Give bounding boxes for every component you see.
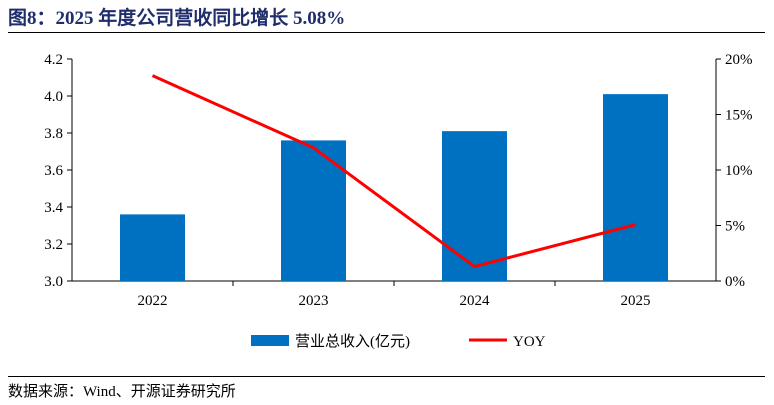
bar-2025 <box>603 94 668 282</box>
x-tick-label: 2023 <box>299 293 329 309</box>
bar-2022 <box>120 214 185 281</box>
bar-2024 <box>442 131 507 281</box>
bar-2023 <box>281 140 346 281</box>
right-tick-label: 5% <box>725 219 745 235</box>
right-tick-label: 0% <box>725 274 745 290</box>
bar-series <box>120 94 668 282</box>
right-tick-label: 15% <box>725 108 753 124</box>
x-tick-label: 2024 <box>460 293 491 309</box>
title-rule <box>8 32 765 33</box>
left-tick-label: 3.6 <box>44 163 63 179</box>
left-tick-label: 4.0 <box>44 89 63 105</box>
left-tick-label: 3.2 <box>44 237 63 253</box>
source-rule <box>8 376 765 377</box>
legend: 营业总收入(亿元) YOY <box>251 333 546 350</box>
line-series <box>151 74 636 269</box>
yoy-line <box>151 74 636 269</box>
chart-title: 图8：2025 年度公司营收同比增长 5.08% <box>8 8 346 29</box>
legend-label-yoy: YOY <box>513 334 546 350</box>
source-note: 数据来源：Wind、开源证券研究所 <box>8 384 236 400</box>
right-tick-label: 10% <box>725 163 753 179</box>
legend-label-revenue: 营业总收入(亿元) <box>295 333 410 350</box>
left-tick-label: 3.8 <box>44 126 63 142</box>
left-tick-label: 3.0 <box>44 274 63 290</box>
axes: 3.0 3.2 3.4 3.6 3.8 4.0 4.2 0% 5% 10% 15% 20% 2022 20… <box>44 52 752 309</box>
legend-swatch-revenue <box>251 335 289 346</box>
left-tick-label: 4.2 <box>44 52 63 68</box>
left-tick-label: 3.4 <box>44 200 63 216</box>
x-tick-label: 2025 <box>621 293 651 309</box>
x-tick-label: 2022 <box>138 293 168 309</box>
right-tick-label: 20% <box>725 52 753 68</box>
